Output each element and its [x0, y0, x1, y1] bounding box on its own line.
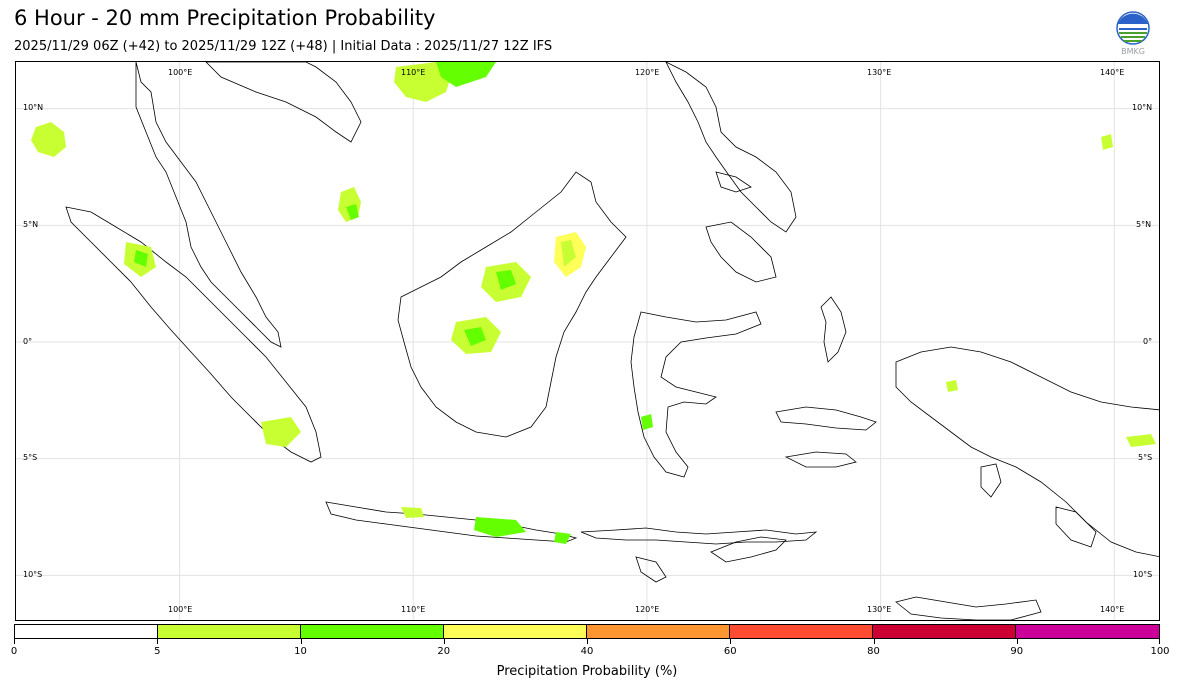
precip-area — [346, 204, 359, 220]
precip-area — [1126, 434, 1156, 447]
lat-label-left: 5°N — [23, 220, 39, 229]
map-canvas — [16, 62, 1159, 620]
lon-label-top: 130°E — [867, 68, 892, 77]
svg-text:BMKG: BMKG — [1121, 47, 1145, 56]
lat-label-left: 0° — [23, 337, 33, 346]
precip-area — [401, 507, 424, 518]
precip-area — [31, 122, 66, 157]
lon-label-bottom: 110°E — [401, 605, 426, 614]
colorbar-tick — [443, 639, 445, 644]
lat-label-right: 5°S — [1138, 453, 1153, 462]
lon-label-bottom: 100°E — [168, 605, 193, 614]
colorbar-segment — [587, 625, 730, 638]
bmkg-logo: BMKG — [1114, 10, 1152, 56]
lat-label-left: 10°N — [23, 103, 44, 112]
colorbar-tick — [873, 639, 875, 644]
colorbar-segment — [1016, 625, 1159, 638]
colorbar-tick — [730, 639, 732, 644]
colorbar-tick-label: 100 — [1150, 646, 1170, 657]
lon-label-top: 100°E — [168, 68, 193, 77]
colorbar-tick-label: 80 — [867, 646, 880, 657]
colorbar-tick-label: 0 — [10, 646, 18, 657]
colorbar-tick — [14, 639, 15, 644]
map-title: 6 Hour - 20 mm Precipitation Probability — [14, 6, 436, 30]
colorbar-tick-label: 90 — [1010, 646, 1024, 657]
lat-label-right: 10°N — [1132, 103, 1153, 112]
precipitation-areas — [31, 62, 1156, 544]
colorbar-title: Precipitation Probability (%) — [496, 664, 678, 679]
lon-label-top: 120°E — [635, 68, 660, 77]
colorbar-tick-label: 20 — [437, 646, 451, 657]
lon-label-top: 110°E — [401, 68, 426, 77]
precipitation-map[interactable]: 100°E 110°E 120°E 130°E 140°E 100°E 110°… — [15, 61, 1160, 621]
lon-label-top: 140°E — [1100, 68, 1125, 77]
precip-area — [561, 240, 576, 267]
precip-area — [641, 414, 653, 430]
precip-area — [394, 62, 451, 102]
lon-label-bottom: 120°E — [635, 605, 660, 614]
lon-label-bottom: 130°E — [867, 605, 892, 614]
lat-label-left: 10°S — [23, 570, 43, 579]
lat-label-right: 0° — [1143, 337, 1153, 346]
colorbar-segment — [158, 625, 301, 638]
colorbar-tick — [300, 639, 302, 644]
colorbar-tick — [1016, 639, 1018, 644]
colorbar-tick-label: 40 — [580, 646, 594, 657]
precip-area — [436, 62, 496, 87]
precip-area — [554, 532, 571, 544]
colorbar-tick-label: 5 — [154, 646, 161, 657]
precip-area — [474, 517, 526, 537]
colorbar-segment — [15, 625, 158, 638]
coastlines — [65, 62, 1159, 620]
colorbar-tick-label: 10 — [294, 646, 307, 657]
map-subtitle: 2025/11/29 06Z (+42) to 2025/11/29 12Z (… — [14, 39, 553, 54]
lon-label-bottom: 140°E — [1100, 605, 1125, 614]
lat-label-right: 5°N — [1136, 220, 1152, 229]
colorbar-segment — [444, 625, 587, 638]
colorbar-segment — [301, 625, 444, 638]
precip-area — [261, 417, 301, 447]
colorbar-tick — [157, 639, 159, 644]
colorbar — [14, 624, 1160, 639]
precip-area — [1101, 134, 1113, 150]
colorbar-tick — [587, 639, 588, 644]
precip-area — [134, 250, 148, 267]
lat-label-left: 5°S — [23, 453, 38, 462]
lat-label-right: 10°S — [1133, 570, 1153, 579]
colorbar-segment — [873, 625, 1016, 638]
colorbar-segment — [730, 625, 873, 638]
precip-area — [464, 327, 486, 346]
colorbar-tick — [1159, 639, 1160, 644]
precip-area — [946, 380, 958, 392]
gridlines — [16, 62, 1159, 620]
precip-area — [496, 270, 516, 290]
colorbar-tick-label: 60 — [723, 646, 737, 657]
